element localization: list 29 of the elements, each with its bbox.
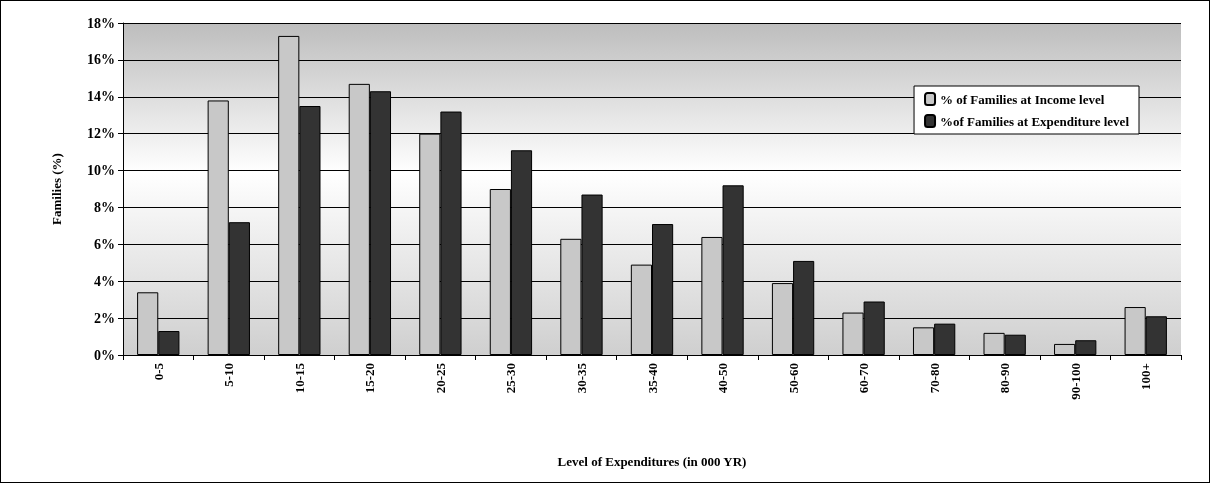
x-tick-label: 20-25 — [432, 362, 448, 394]
y-tick-label: 2% — [94, 310, 115, 326]
y-tick-label: 4% — [94, 273, 115, 289]
x-tick-label: 0-5 — [150, 362, 166, 381]
x-tick-label: 35-40 — [644, 363, 660, 394]
y-tick-label: 6% — [94, 236, 115, 252]
y-tick-label: 10% — [87, 163, 115, 179]
legend-label: %of Families at Expenditure level — [940, 113, 1130, 129]
x-tick-label: 40-50 — [715, 363, 731, 394]
y-tick-label: 8% — [94, 199, 115, 215]
x-tick-label: 80-90 — [997, 363, 1013, 394]
y-tick-label: 0% — [94, 347, 115, 363]
y-tick-label: 18% — [87, 15, 115, 31]
x-tick-label: 90-100 — [1067, 363, 1083, 400]
y-axis-title: Families (%) — [49, 153, 64, 225]
x-axis-title: Level of Expenditures (in 000 YR) — [557, 454, 747, 469]
x-tick-label: 50-60 — [785, 363, 801, 394]
x-tick-label: 100+ — [1138, 363, 1154, 390]
x-tick-label: 10-15 — [291, 362, 307, 394]
y-tick-label: 12% — [87, 126, 115, 142]
x-tick-label: 25-30 — [503, 363, 519, 394]
x-tick-label: 15-20 — [362, 363, 378, 394]
x-tick-label: 30-35 — [573, 362, 589, 394]
legend-label: % of Families at Income level — [940, 91, 1105, 107]
y-tick-label: 16% — [87, 52, 115, 68]
x-tick-label: 5-10 — [221, 363, 237, 387]
x-tick-label: 60-70 — [856, 363, 872, 394]
y-tick-label: 14% — [87, 89, 115, 105]
x-tick-label: 70-80 — [926, 363, 942, 394]
